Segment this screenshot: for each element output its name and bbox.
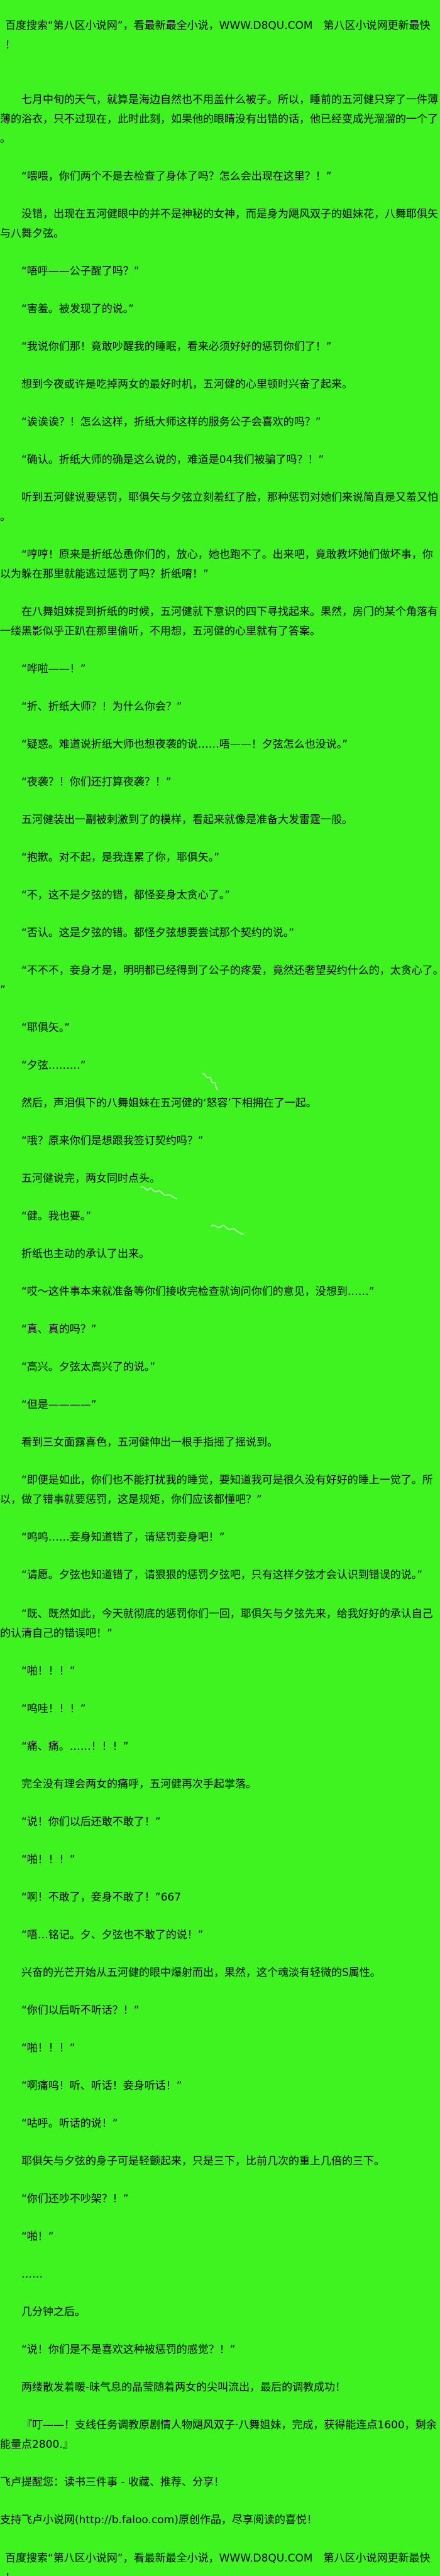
bottom-promo-banner: 百度搜索“第八区小说网”，看最新最全小说，WWW.D8QU.COM 第八区小说网… bbox=[5, 2552, 431, 2576]
dialogue-paragraph: “啪！” bbox=[21, 2230, 54, 2243]
dialogue-paragraph: “高兴。夕弦太高兴了的说。” bbox=[21, 1361, 156, 1373]
dialogue-paragraph: “哗啦——！” bbox=[21, 663, 86, 675]
dialogue-paragraph: “啪！！！” bbox=[21, 2042, 75, 2055]
dialogue-paragraph: “请愿。夕弦也知道错了，请狠狠的惩罚夕弦吧，只有这样夕弦才会认识到错误的说。” bbox=[21, 1569, 423, 1581]
dialogue-paragraph: “哎～这件事本来就准备等你们接收完检查就询问你们的意见，没想到……” bbox=[21, 1285, 375, 1298]
dialogue-paragraph: “呜呜……妾身知道错了，请惩罚妾身吧！” bbox=[21, 1531, 225, 1544]
dialogue-paragraph: “说！你们以后还敢不敢了！” bbox=[21, 1816, 161, 1828]
dialogue-paragraph: “啪！！！” bbox=[21, 1665, 75, 1678]
paragraph: 五河健装出一副被刺激到了的模样，看起来就像是准备大发雷霆一般。 bbox=[21, 814, 353, 826]
top-promo-banner: 百度搜索“第八区小说网”，看最新最全小说，WWW.D8QU.COM 第八区小说网… bbox=[5, 19, 431, 52]
paragraph: 两缕散发着暖-昧气息的晶莹随着两女的尖叫流出，最后的调教成功！ bbox=[21, 2381, 346, 2394]
paragraph: 五河健说完，两女同时点头。 bbox=[21, 1172, 160, 1185]
dialogue-paragraph: “夜袭？！你们还打算夜袭？！” bbox=[21, 776, 172, 789]
ellipsis-paragraph: …… bbox=[21, 2268, 43, 2281]
paragraph: 完全没有理会两女的痛呼，五河健再次手起掌落。 bbox=[21, 1778, 256, 1791]
dialogue-paragraph: “不不不，妾身才是，明明都已经得到了公子的疼爱，竟然还奢望契约什么的，太贪心了。… bbox=[0, 964, 439, 996]
dialogue-paragraph: “抱歉。对不起，是我连累了你，耶俱矢。” bbox=[21, 851, 220, 864]
dialogue-paragraph: “哼哼！原来是折纸怂恿你们的，放心，她也跑不了。出来吧，竟敢教坏她们做坏事，你以… bbox=[0, 548, 433, 581]
faloo-support-line: 支持飞卢小说网(http://b.faloo.com)原创作品，尽享阅读的喜悦！ bbox=[0, 2514, 317, 2526]
paragraph: 几分钟之后。 bbox=[21, 2306, 85, 2318]
dialogue-paragraph: “说！你们是不是喜欢这种被惩罚的感觉？！” bbox=[21, 2344, 236, 2356]
dialogue-paragraph: “你们以后听不听话？！” bbox=[21, 2004, 140, 2017]
paragraph: 七月中旬的天气，就算是海边自然也不用盖什么被子。所以，睡前的五河健只穿了一件薄薄… bbox=[0, 94, 438, 145]
paragraph: 兴奋的光芒开始从五河健的眼中爆射而出，果然，这个魂淡有轻微的S属性。 bbox=[21, 1967, 381, 1979]
dialogue-paragraph: “啊！不敢了，妾身不敢了！”667 bbox=[21, 1891, 182, 1904]
dialogue-paragraph: “疑惑。难道说折纸大师也想夜袭的说……唔——！夕弦怎么也没说。” bbox=[21, 738, 348, 751]
dialogue-paragraph: “啪！！！” bbox=[21, 1853, 75, 1866]
dialogue-paragraph: “唔呼——公子醒了吗？” bbox=[21, 265, 140, 278]
dialogue-paragraph: “真、真的吗？” bbox=[21, 1323, 97, 1336]
dialogue-paragraph: “喂喂，你们两个不是去检查了身体了吗？怎么会出现在这里？！” bbox=[21, 170, 332, 183]
paragraph: 看到三女面露喜色，五河健伸出一根手指摇了摇说到。 bbox=[21, 1436, 278, 1449]
dialogue-paragraph: “诶诶诶？！怎么这样，折纸大师这样的服务公子会喜欢的吗？” bbox=[21, 416, 321, 428]
dialogue-paragraph: “害羞。被发现了的说。” bbox=[21, 303, 135, 315]
dialogue-paragraph: “你们还吵不吵架？！” bbox=[21, 2193, 129, 2205]
dialogue-paragraph: “哦？原来你们是想跟我签订契约吗？” bbox=[21, 1135, 204, 1147]
paragraph: 耶俱矢与夕弦的身子可是轻颤起来，只是三下，比前几次的重上几倍的三下。 bbox=[21, 2155, 385, 2168]
dialogue-paragraph: “咕呼。听话的说！” bbox=[21, 2117, 118, 2130]
dialogue-paragraph: “耶俱矢。” bbox=[21, 1022, 70, 1034]
faloo-reminder-line: 飞卢提醒您：读书三件事 - 收藏、推荐、分享！ bbox=[0, 2476, 224, 2489]
dialogue-paragraph: “我说你们那！竟敢吵醒我的睡眠，看来必须好好的惩罚你们了！” bbox=[21, 341, 332, 353]
paragraph: 折纸也主动的承认了出来。 bbox=[21, 1248, 150, 1260]
dialogue-paragraph: “即便是如此，你们也不能打扰我的睡觉，要知道我可是很久没有好好的睡上一觉了。所以… bbox=[0, 1474, 433, 1506]
system-notice-paragraph: 『叮——！支线任务调教原剧情人物飓风双子·八舞姐妹，完成，获得能连点1600，剩… bbox=[0, 2419, 437, 2451]
dialogue-paragraph: “不，这不是夕弦的错，都怪妾身太贪心了。” bbox=[21, 889, 231, 902]
dialogue-paragraph: “唔…铭记。夕、夕弦也不敢了的说！” bbox=[21, 1929, 204, 1941]
dialogue-paragraph: “啊痛呜！听、听话！妾身听话！” bbox=[21, 2080, 182, 2092]
dialogue-paragraph: “呜哇！！！” bbox=[21, 1703, 86, 1715]
dialogue-paragraph: “健。我也要。” bbox=[21, 1210, 92, 1223]
dialogue-paragraph: “既、既然如此，今天就彻底的惩罚你们一回，耶俱矢与夕弦先来，给我好好的承认自己的… bbox=[0, 1608, 433, 1640]
dialogue-paragraph: “夕弦………” bbox=[21, 1059, 86, 1072]
dialogue-paragraph: “痛、痛。……！！！” bbox=[21, 1740, 129, 1753]
dialogue-paragraph: “折、折纸大师？！为什么你会？” bbox=[21, 701, 182, 713]
paragraph: 在八舞姐妹提到折纸的时候，五河健就下意识的四下寻找起来。果然，房门的某个角落有一… bbox=[0, 606, 438, 638]
paragraph: 想到今夜或许是吃掉两女的最好时机，五河健的心里顿时兴奋了起来。 bbox=[21, 378, 353, 391]
dialogue-paragraph: “但是————” bbox=[21, 1399, 97, 1411]
paragraph: 听到五河健说要惩罚，耶俱矢与夕弦立刻羞红了脸，那种惩罚对她们来说简直是又羞又怕。 bbox=[0, 491, 438, 523]
dialogue-paragraph: “否认。这是夕弦的错。都怪夕弦想要尝试那个契约的说。” bbox=[21, 927, 295, 939]
paragraph: 没错，出现在五河健眼中的并不是神秘的女神，而是身为飓风双子的姐妹花，八舞耶俱矢与… bbox=[0, 208, 438, 240]
dialogue-paragraph: “确认。折纸大师的确是这么说的，难道是04我们被骗了吗？！” bbox=[21, 454, 324, 466]
paragraph: 然后，声泪俱下的八舞姐妹在五河健的‘怒容’下相拥在了一起。 bbox=[21, 1097, 317, 1110]
